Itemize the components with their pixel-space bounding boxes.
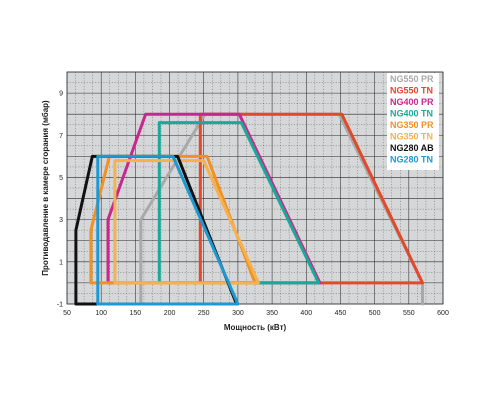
legend-entry: NG350 TN: [390, 132, 433, 142]
x-tick-label: 200: [164, 310, 176, 317]
x-tick-label: 350: [266, 310, 278, 317]
x-tick-label: 600: [437, 310, 449, 317]
y-tick-label: 9: [59, 91, 63, 98]
y-tick-label: 7: [59, 133, 63, 140]
x-tick-label: 400: [300, 310, 312, 317]
legend-entry: NG550 TN: [390, 86, 433, 96]
series-line-ng350-tn: [113, 159, 260, 285]
x-tick-label: 100: [95, 310, 107, 317]
x-tick-label: 550: [403, 310, 415, 317]
legend-entry: NG400 PR: [390, 97, 434, 107]
x-tick-label: 500: [369, 310, 381, 317]
x-tick-label: 150: [130, 310, 142, 317]
series-line-ng280-tn: [96, 154, 240, 306]
y-tick-label: 5: [59, 175, 63, 182]
series-layer: [74, 112, 424, 306]
legend-entry: NG280 AB: [390, 143, 434, 153]
legend-entry: NG550 PR: [390, 74, 434, 84]
legend-box: [387, 73, 439, 170]
x-tick-label: 250: [198, 310, 210, 317]
y-tick-label: -1: [57, 302, 63, 309]
series-line-ng550-tn: [198, 112, 424, 285]
legend-entry: NG350 PR: [390, 120, 434, 130]
x-axis-title: Мощность (кВт): [224, 323, 287, 332]
y-axis-title: Противодавление в камере сгорания (мбар): [41, 100, 50, 276]
tick-layer: 50 100 150 200 250 300 350 400 450 500 550 600 -1 1 3 5…: [57, 91, 449, 317]
x-tick-label: 50: [63, 310, 71, 317]
series-line-ng400-tn: [157, 121, 321, 285]
y-tick-label: 1: [59, 259, 63, 266]
legend-entry: NG400 TN: [390, 109, 433, 119]
x-tick-label: 450: [335, 310, 347, 317]
legend-entry: NG280 TN: [390, 155, 433, 165]
y-tick-label: 3: [59, 217, 63, 224]
x-tick-label: 300: [232, 310, 244, 317]
plot-frame: [66, 71, 444, 305]
